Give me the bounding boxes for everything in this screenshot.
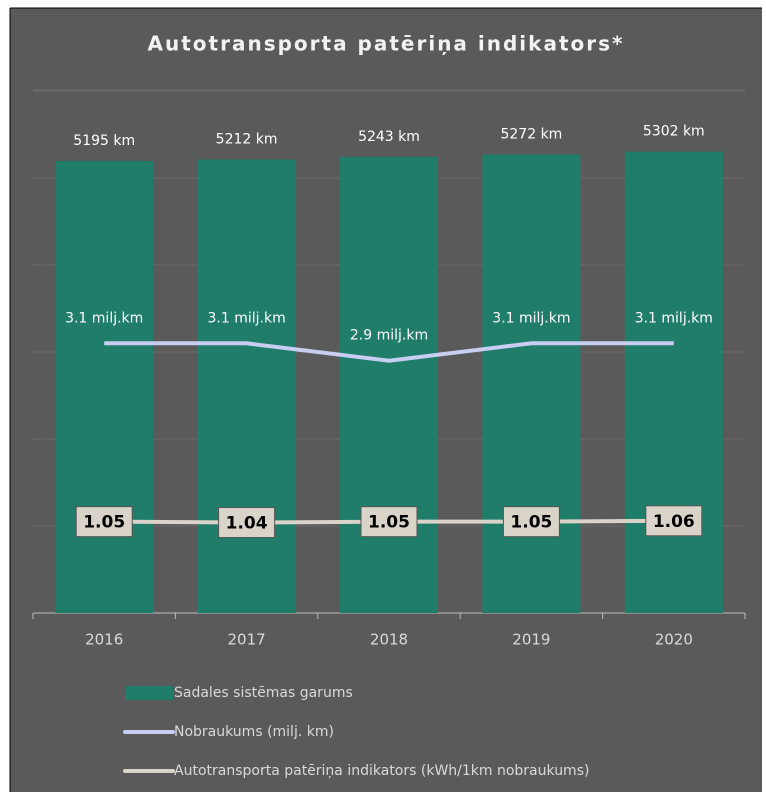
- x-tick-label: 2020: [655, 631, 693, 649]
- x-tick-label: 2016: [85, 631, 123, 649]
- data-label: 2.9 milj.km: [350, 328, 428, 344]
- data-label: 1.05: [368, 513, 410, 533]
- x-tick-label: 2018: [370, 631, 408, 649]
- line: [104, 341, 674, 363]
- x-tick-label: 2017: [228, 631, 266, 649]
- data-label: 3.1 milj.km: [65, 310, 143, 326]
- x-tick-label: 2019: [512, 631, 550, 649]
- data-label: 3.1 milj.km: [492, 310, 570, 326]
- data-label: 1.05: [510, 513, 552, 533]
- data-label: 1.04: [226, 514, 268, 534]
- data-label: 5272 km: [500, 126, 562, 142]
- chart-title: Autotransporta patēriņa indikators*: [148, 32, 625, 56]
- data-label-box: [645, 505, 703, 537]
- legend-label: Sadales sistēmas garums: [174, 685, 353, 701]
- data-label: 3.1 milj.km: [635, 310, 713, 326]
- data-label-box: [502, 506, 560, 538]
- data-label-box: [360, 506, 418, 538]
- data-label: 5243 km: [358, 129, 420, 145]
- data-label: 5302 km: [643, 124, 705, 140]
- data-label: 1.05: [83, 513, 125, 533]
- data-label: 5195 km: [73, 133, 135, 149]
- data-label: 3.1 milj.km: [207, 310, 285, 326]
- legend-label: Autotransporta patēriņa indikators (kWh/…: [174, 763, 589, 779]
- data-label: 5212 km: [216, 132, 278, 148]
- bar: [197, 159, 296, 613]
- bar: [340, 156, 438, 613]
- data-label-box: [218, 507, 276, 539]
- legend-swatch: [125, 686, 173, 700]
- bar: [482, 154, 581, 613]
- data-label: 1.06: [653, 512, 695, 532]
- data-label-box: [75, 506, 133, 538]
- legend-label: Nobraukums (milj. km): [174, 724, 334, 740]
- bar: [624, 151, 723, 613]
- bar: [55, 161, 154, 613]
